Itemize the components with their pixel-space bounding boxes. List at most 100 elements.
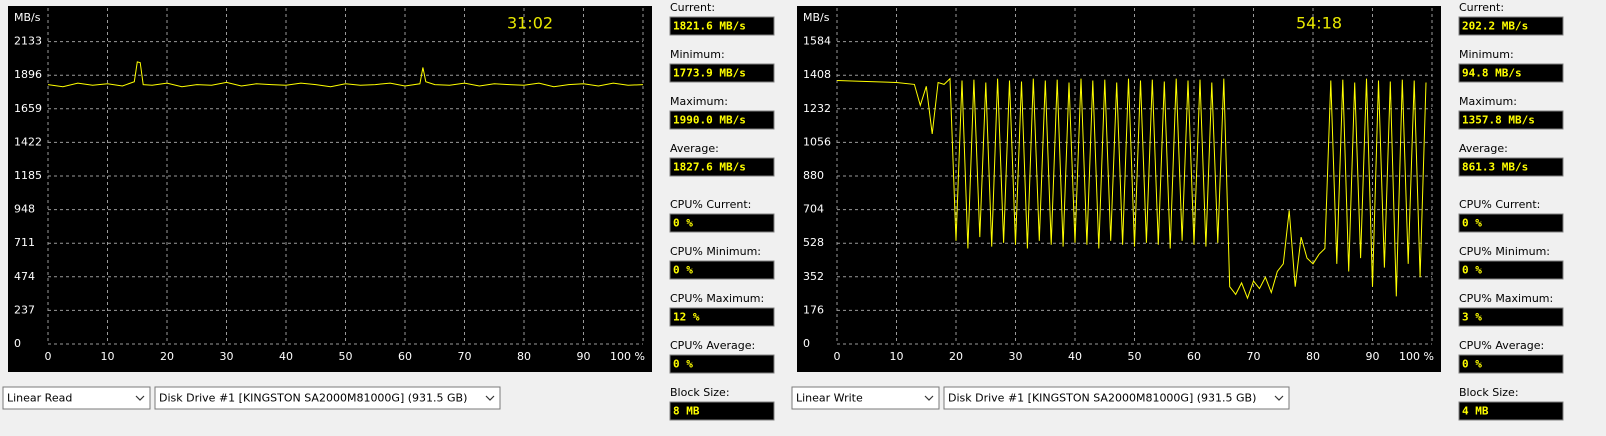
stat-value: 1773.9 MB/s xyxy=(673,67,746,80)
y-tick-label: 2133 xyxy=(14,35,42,48)
stat-box xyxy=(1458,157,1564,177)
stat-value: 4 MB xyxy=(1462,405,1489,418)
stat-label: Maximum: xyxy=(1459,95,1517,108)
stat-box xyxy=(669,307,775,327)
drive-dropdown[interactable] xyxy=(943,386,1290,410)
test-dropdown[interactable] xyxy=(791,386,940,410)
stat-label: Average: xyxy=(1459,142,1508,155)
y-tick-label: 880 xyxy=(803,169,824,182)
x-tick-label: 0 xyxy=(45,350,52,363)
x-tick-label: 90 xyxy=(1366,350,1380,363)
x-tick-label: 0 xyxy=(834,350,841,363)
stat-box xyxy=(1458,307,1564,327)
stat-label: Block Size: xyxy=(670,386,730,399)
stat-box xyxy=(669,110,775,130)
y-tick-label: 1896 xyxy=(14,68,42,81)
y-tick-label: 704 xyxy=(803,203,824,216)
stat-box xyxy=(1458,213,1564,233)
x-tick-label: 10 xyxy=(101,350,115,363)
y-tick-label: 1584 xyxy=(803,35,831,48)
stat-label: Minimum: xyxy=(1459,48,1514,61)
stat-value: 0 % xyxy=(673,358,693,371)
stat-value: 861.3 MB/s xyxy=(1462,161,1528,174)
x-tick-label: 50 xyxy=(339,350,353,363)
stat-label: Maximum: xyxy=(670,95,728,108)
timer: 54:18 xyxy=(1296,14,1342,33)
stat-label: CPU% Maximum: xyxy=(1459,292,1553,305)
stat-label: CPU% Minimum: xyxy=(670,245,761,258)
y-tick-label: 1659 xyxy=(14,102,42,115)
x-tick-label: 90 xyxy=(577,350,591,363)
stat-box xyxy=(1458,63,1564,83)
dropdown-arrow xyxy=(485,395,495,401)
x-tick-label: 60 xyxy=(398,350,412,363)
stat-label: Block Size: xyxy=(1459,386,1519,399)
x-tick-label: 30 xyxy=(220,350,234,363)
stat-value: 202.2 MB/s xyxy=(1462,20,1528,33)
x-tick-label: 80 xyxy=(1306,350,1320,363)
stat-label: Current: xyxy=(1459,1,1504,14)
stat-value: 0 % xyxy=(673,264,693,277)
stat-value: 94.8 MB/s xyxy=(1462,67,1522,80)
y-tick-label: 1185 xyxy=(14,169,42,182)
stat-value: 12 % xyxy=(673,311,700,324)
x-tick-label: 70 xyxy=(458,350,472,363)
stat-value: 1357.8 MB/s xyxy=(1462,114,1535,127)
y-axis-unit: MB/s xyxy=(803,11,830,24)
drive-dropdown[interactable] xyxy=(154,386,501,410)
stat-value: 1821.6 MB/s xyxy=(673,20,746,33)
test-dropdown-text: Linear Read xyxy=(7,392,72,405)
dropdown-arrow xyxy=(135,395,145,401)
x-tick-label: 20 xyxy=(160,350,174,363)
stat-box xyxy=(669,63,775,83)
stat-label: CPU% Maximum: xyxy=(670,292,764,305)
stat-value: 3 % xyxy=(1462,311,1482,324)
data-line xyxy=(836,77,1427,300)
y-tick-label: 0 xyxy=(14,337,21,350)
stat-label: CPU% Average: xyxy=(670,339,755,352)
stat-box xyxy=(669,16,775,36)
stat-value: 0 % xyxy=(673,217,693,230)
stat-box xyxy=(1458,260,1564,280)
stat-box xyxy=(1458,354,1564,374)
stat-value: 0 % xyxy=(1462,358,1482,371)
stat-label: Minimum: xyxy=(670,48,725,61)
timer: 31:02 xyxy=(507,14,553,33)
stat-value: 0 % xyxy=(1462,217,1482,230)
y-axis-unit: MB/s xyxy=(14,11,41,24)
x-tick-label: 100 % xyxy=(1399,350,1434,363)
y-tick-label: 528 xyxy=(803,236,824,249)
chart-background xyxy=(797,6,1441,372)
dropdown-arrow xyxy=(1274,395,1284,401)
stat-label: CPU% Minimum: xyxy=(1459,245,1550,258)
x-tick-label: 30 xyxy=(1009,350,1023,363)
x-tick-label: 40 xyxy=(279,350,293,363)
y-tick-label: 1422 xyxy=(14,135,42,148)
chart-background xyxy=(8,6,652,372)
stat-value: 1827.6 MB/s xyxy=(673,161,746,174)
stat-box xyxy=(669,213,775,233)
x-tick-label: 20 xyxy=(949,350,963,363)
stat-box xyxy=(669,260,775,280)
stat-value: 1990.0 MB/s xyxy=(673,114,746,127)
stat-label: Current: xyxy=(670,1,715,14)
stat-value: 0 % xyxy=(1462,264,1482,277)
x-tick-label: 70 xyxy=(1247,350,1261,363)
test-dropdown[interactable] xyxy=(2,386,151,410)
drive-dropdown-text: Disk Drive #1 [KINGSTON SA2000M81000G] (… xyxy=(159,392,467,405)
y-tick-label: 1232 xyxy=(803,102,831,115)
y-tick-label: 711 xyxy=(14,236,35,249)
y-tick-label: 237 xyxy=(14,303,35,316)
x-tick-label: 80 xyxy=(517,350,531,363)
y-tick-label: 474 xyxy=(14,270,35,283)
y-tick-label: 176 xyxy=(803,303,824,316)
y-tick-label: 948 xyxy=(14,203,35,216)
data-line xyxy=(47,61,644,88)
stat-box xyxy=(669,354,775,374)
x-tick-label: 100 % xyxy=(610,350,645,363)
stat-box xyxy=(1458,16,1564,36)
y-tick-label: 0 xyxy=(803,337,810,350)
stat-label: CPU% Current: xyxy=(670,198,751,211)
x-tick-label: 40 xyxy=(1068,350,1082,363)
